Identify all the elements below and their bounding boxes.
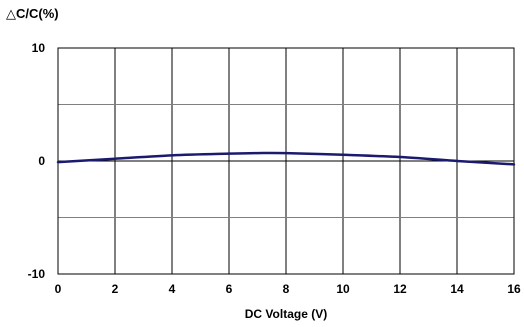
x-tick-label: 10 bbox=[336, 282, 350, 296]
x-tick-label: 2 bbox=[112, 282, 119, 296]
x-tick-label: 12 bbox=[393, 282, 407, 296]
x-tick-label: 14 bbox=[450, 282, 464, 296]
y-tick-label: 0 bbox=[38, 154, 45, 168]
y-tick-label: -10 bbox=[28, 267, 46, 281]
series-line bbox=[56, 151, 516, 166]
y-axis-label: △C/C(%) bbox=[6, 6, 59, 21]
x-axis-label: DC Voltage (V) bbox=[245, 307, 327, 321]
x-tick-label: 0 bbox=[55, 282, 62, 296]
y-tick-label: 10 bbox=[32, 41, 46, 55]
x-tick-label: 8 bbox=[283, 282, 290, 296]
x-tick-label: 4 bbox=[169, 282, 176, 296]
x-tick-label: 6 bbox=[226, 282, 233, 296]
x-tick-label: 16 bbox=[507, 282, 521, 296]
